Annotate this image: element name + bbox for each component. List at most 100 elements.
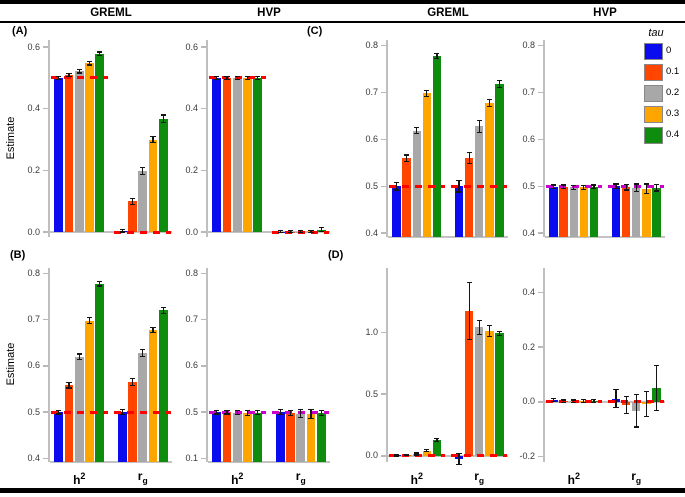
bar bbox=[392, 186, 401, 237]
error-bar bbox=[68, 382, 70, 389]
y-tick-mark bbox=[381, 393, 386, 395]
error-bar-cap bbox=[318, 227, 324, 229]
bar bbox=[243, 413, 252, 462]
error-bar-cap bbox=[496, 330, 502, 332]
y-tick-mark bbox=[538, 232, 543, 234]
y-tick-mark bbox=[43, 365, 48, 367]
error-bar bbox=[583, 185, 585, 190]
bar bbox=[74, 356, 84, 462]
error-bar-cap bbox=[643, 183, 649, 185]
error-bar-cap bbox=[404, 154, 410, 156]
error-bar-cap bbox=[97, 55, 103, 57]
error-bar-cap bbox=[486, 106, 492, 108]
y-tick-mark bbox=[201, 169, 206, 172]
error-bar-cap bbox=[613, 183, 619, 185]
error-bar-cap bbox=[129, 384, 136, 386]
bar bbox=[64, 385, 74, 462]
error-bar-cap bbox=[466, 282, 472, 284]
error-bar-cap bbox=[56, 78, 62, 80]
y-tick-label: 0.2 bbox=[27, 164, 40, 175]
error-bar bbox=[458, 180, 460, 192]
column-header-hvp-right: HVP bbox=[593, 7, 617, 19]
error-bar-cap bbox=[287, 415, 294, 417]
error-bar bbox=[553, 398, 555, 402]
x-group-label: h2 bbox=[231, 471, 244, 487]
error-bar-cap bbox=[404, 454, 410, 457]
bar bbox=[138, 171, 148, 233]
legend-swatch bbox=[644, 43, 663, 60]
bar bbox=[464, 311, 474, 456]
y-tick-mark bbox=[201, 318, 206, 321]
error-bar-cap bbox=[150, 332, 156, 334]
y-tick-mark bbox=[538, 401, 543, 403]
y-tick-label: 0.5 bbox=[522, 180, 535, 191]
error-bar-cap bbox=[214, 409, 220, 411]
bar bbox=[652, 187, 661, 237]
error-bar bbox=[162, 307, 164, 314]
error-bar bbox=[88, 317, 91, 324]
error-bar-cap bbox=[214, 78, 220, 80]
panel-label-c: (C) bbox=[307, 25, 323, 37]
y-tick-label: 0.8 bbox=[185, 268, 198, 279]
y-tick-mark bbox=[381, 91, 386, 94]
y-tick-label: 0.4 bbox=[185, 103, 198, 114]
reference-line bbox=[114, 410, 172, 414]
error-bar bbox=[99, 281, 101, 286]
y-tick-mark bbox=[381, 455, 386, 457]
error-bar bbox=[58, 410, 60, 414]
error-bar-cap bbox=[224, 78, 230, 80]
column-header-hvp-left: HVP bbox=[257, 7, 281, 19]
error-bar-cap bbox=[129, 197, 136, 199]
y-tick-mark bbox=[201, 365, 206, 367]
error-bar bbox=[593, 399, 595, 403]
bar bbox=[95, 283, 105, 462]
error-bar-cap bbox=[150, 141, 156, 143]
error-bar-cap bbox=[224, 76, 230, 78]
error-bar-cap bbox=[476, 319, 482, 322]
bar bbox=[253, 412, 263, 462]
error-bar bbox=[300, 230, 302, 233]
error-bar-cap bbox=[623, 183, 629, 186]
error-bar-cap bbox=[591, 399, 597, 401]
bar bbox=[158, 310, 168, 462]
error-bar-cap bbox=[318, 230, 324, 233]
y-tick-label: 0.0 bbox=[365, 450, 378, 461]
error-bar bbox=[310, 409, 312, 419]
error-bar-cap bbox=[119, 229, 125, 231]
y-axis-line bbox=[386, 268, 388, 462]
error-bar bbox=[88, 61, 91, 65]
error-bar-cap bbox=[633, 183, 639, 185]
error-bar bbox=[553, 184, 555, 189]
reference-line bbox=[50, 76, 108, 80]
legend-entry-label: 0 bbox=[666, 45, 672, 56]
error-bar-cap bbox=[86, 64, 93, 66]
error-bar bbox=[58, 76, 60, 80]
y-tick-mark bbox=[538, 346, 543, 348]
legend-entry-label: 0.3 bbox=[666, 108, 680, 119]
y-axis-line bbox=[543, 268, 545, 462]
bar bbox=[454, 186, 464, 237]
error-bar-cap bbox=[623, 189, 629, 191]
y-tick-label: 0.7 bbox=[365, 87, 378, 98]
error-bar-cap bbox=[571, 184, 577, 186]
error-bar-cap bbox=[160, 114, 166, 116]
bar bbox=[621, 187, 631, 237]
x-baseline bbox=[50, 461, 172, 463]
error-bar-cap bbox=[581, 398, 587, 401]
y-axis-line bbox=[206, 268, 208, 462]
error-bar bbox=[78, 353, 80, 360]
error-bar-cap bbox=[244, 410, 251, 412]
bar bbox=[296, 413, 306, 462]
error-bar bbox=[320, 227, 322, 232]
error-bar-cap bbox=[414, 452, 420, 454]
error-bar bbox=[436, 53, 438, 59]
y-tick-label: 0.5 bbox=[185, 406, 198, 417]
error-bar bbox=[635, 183, 637, 192]
error-bar bbox=[99, 52, 101, 56]
error-bar-cap bbox=[591, 401, 597, 404]
reference-line bbox=[451, 454, 508, 458]
error-bar-cap bbox=[76, 69, 82, 71]
bar bbox=[579, 187, 589, 237]
error-bar-cap bbox=[466, 163, 472, 165]
column-header-greml-right: GREML bbox=[427, 7, 469, 19]
